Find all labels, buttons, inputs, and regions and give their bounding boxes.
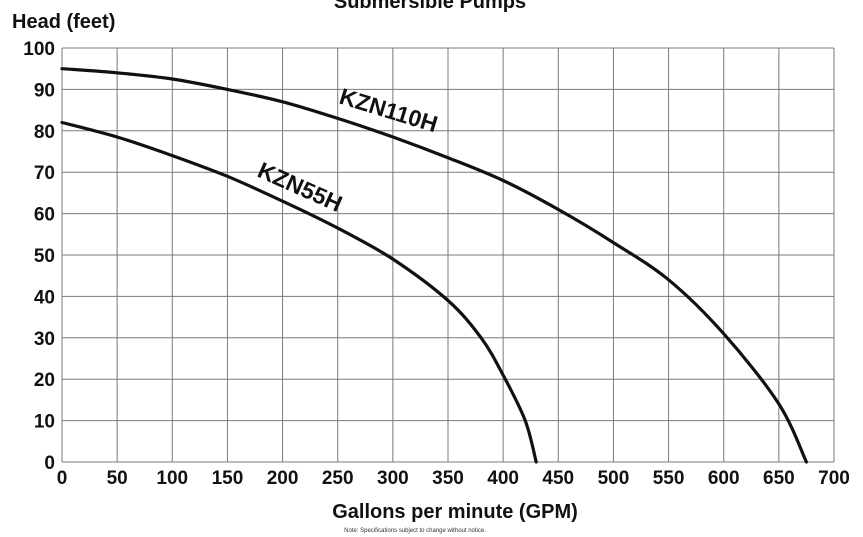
x-tick-label: 50: [107, 468, 128, 489]
series-label-kzn110h: KZN110H: [337, 83, 441, 137]
x-tick-label: 150: [212, 468, 244, 489]
y-tick-label: 60: [34, 205, 55, 226]
y-tick-label: 40: [34, 287, 55, 308]
y-tick-label: 20: [34, 370, 55, 391]
y-tick-label: 30: [34, 329, 55, 350]
chart-title: Submersible Pumps: [334, 0, 526, 13]
x-tick-label: 100: [156, 468, 188, 489]
y-tick-labels: 0 10 20 30 40 50 60 70 80 90 100: [23, 39, 55, 474]
y-tick-label: 100: [23, 39, 55, 60]
series-line-kzn110h: [60, 67, 808, 464]
x-tick-label: 400: [487, 468, 519, 489]
x-tick-label: 300: [377, 468, 409, 489]
series-line-kzn55h: [60, 120, 538, 464]
x-tick-label: 600: [708, 468, 740, 489]
x-tick-label: 500: [598, 468, 630, 489]
y-tick-label: 80: [34, 122, 55, 143]
y-tick-label: 10: [34, 412, 55, 433]
x-tick-labels: 0 50 100 150 200 250 300 350 400 450 500 550 600 650 7…: [57, 468, 850, 489]
x-tick-label: 0: [57, 468, 68, 489]
y-tick-label: 70: [34, 163, 55, 184]
y-tick-label: 90: [34, 80, 55, 101]
x-tick-label: 550: [653, 468, 685, 489]
x-tick-label: 700: [818, 468, 850, 489]
y-axis-title: Head (feet): [12, 11, 115, 33]
y-tick-label: 0: [44, 453, 55, 474]
x-tick-label: 450: [542, 468, 574, 489]
footnote: Note: Specifications subject to change w…: [344, 528, 486, 534]
x-tick-label: 650: [763, 468, 795, 489]
x-axis-title: Gallons per minute (GPM): [332, 501, 578, 523]
y-tick-label: 50: [34, 246, 55, 267]
x-tick-label: 350: [432, 468, 464, 489]
x-tick-label: 200: [267, 468, 299, 489]
series-curves: [60, 67, 808, 464]
x-tick-label: 250: [322, 468, 354, 489]
grid: [61, 47, 835, 463]
